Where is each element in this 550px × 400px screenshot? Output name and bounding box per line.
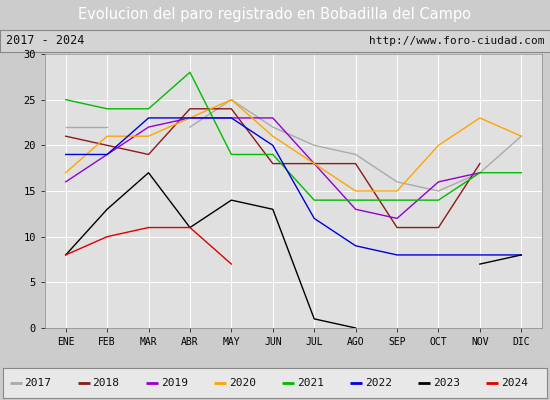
Text: 2022: 2022 bbox=[365, 378, 392, 388]
Text: 2019: 2019 bbox=[161, 378, 188, 388]
Text: 2023: 2023 bbox=[433, 378, 460, 388]
Text: http://www.foro-ciudad.com: http://www.foro-ciudad.com bbox=[369, 36, 544, 46]
Text: 2024: 2024 bbox=[501, 378, 528, 388]
Text: 2017: 2017 bbox=[25, 378, 52, 388]
Text: Evolucion del paro registrado en Bobadilla del Campo: Evolucion del paro registrado en Bobadil… bbox=[79, 8, 471, 22]
Text: 2018: 2018 bbox=[92, 378, 119, 388]
Text: 2017 - 2024: 2017 - 2024 bbox=[6, 34, 84, 48]
Text: 2020: 2020 bbox=[229, 378, 256, 388]
Text: 2021: 2021 bbox=[297, 378, 324, 388]
